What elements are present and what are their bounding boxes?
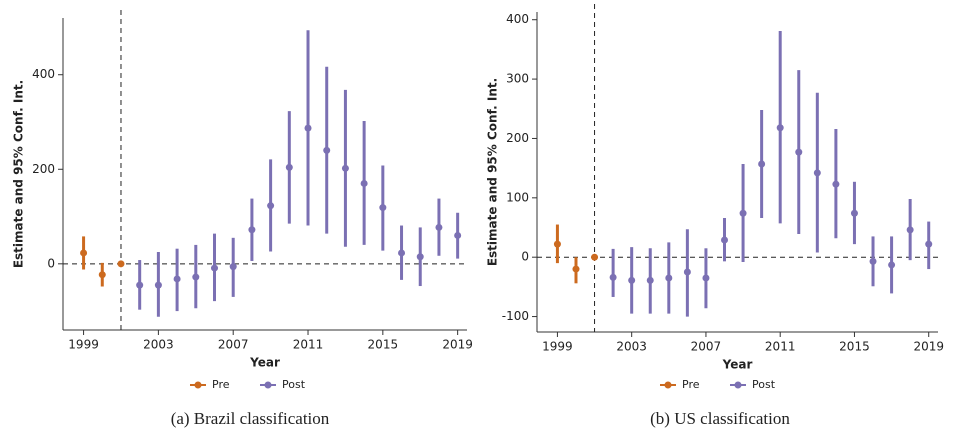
x-tick-label: 1999 — [542, 340, 573, 354]
caption: (b) US classification — [650, 409, 790, 428]
y-tick-label: 0 — [47, 256, 55, 270]
point — [341, 164, 349, 172]
point — [304, 124, 312, 132]
x-axis-label: Year — [249, 356, 280, 370]
point — [360, 179, 368, 187]
point — [758, 160, 766, 168]
y-tick-label: -100 — [502, 309, 529, 323]
y-axis-label: Estimate and 95% Conf. Int. — [486, 78, 500, 266]
y-tick-label: 200 — [506, 131, 529, 145]
point — [248, 226, 256, 234]
y-tick-label: 300 — [506, 72, 529, 86]
point — [398, 249, 406, 257]
point — [117, 260, 125, 268]
point — [795, 148, 803, 156]
x-tick-label: 2003 — [143, 338, 174, 352]
point — [323, 146, 331, 154]
point — [813, 169, 821, 177]
point — [906, 226, 914, 234]
point — [154, 281, 162, 289]
point — [721, 236, 729, 244]
y-tick-label: 400 — [506, 12, 529, 26]
legend-swatch — [194, 381, 202, 389]
point — [173, 275, 181, 283]
y-tick-label: 400 — [32, 67, 55, 81]
x-axis-label: Year — [722, 358, 753, 372]
point — [80, 249, 88, 257]
point — [832, 180, 840, 188]
y-axis-label: Estimate and 95% Conf. Int. — [12, 80, 26, 268]
point — [925, 240, 933, 248]
y-tick-label: 200 — [32, 162, 55, 176]
x-tick-label: 2003 — [616, 340, 647, 354]
legend-label: Pre — [212, 378, 230, 391]
point — [211, 264, 218, 272]
point — [646, 276, 654, 284]
point — [229, 263, 237, 271]
x-tick-label: 2019 — [913, 340, 944, 354]
point — [454, 231, 462, 239]
x-tick-label: 2015 — [368, 338, 399, 352]
point — [435, 223, 443, 231]
point — [869, 257, 877, 265]
y-tick-label: 0 — [521, 250, 529, 264]
legend-swatch — [264, 381, 272, 389]
legend-swatch — [664, 381, 672, 389]
point — [850, 209, 858, 217]
legend-label: Post — [282, 378, 306, 391]
legend-swatch — [734, 381, 742, 389]
x-tick-label: 2007 — [691, 340, 722, 354]
point — [379, 204, 387, 212]
caption: (a) Brazil classification — [171, 409, 330, 428]
y-tick-label: 100 — [506, 190, 529, 204]
point — [665, 274, 673, 282]
point — [702, 274, 710, 282]
x-tick-label: 2011 — [293, 338, 324, 352]
point — [98, 271, 106, 279]
x-tick-label: 2015 — [839, 340, 870, 354]
point — [776, 124, 784, 132]
point — [609, 273, 617, 281]
x-tick-label: 2011 — [765, 340, 796, 354]
legend-label: Post — [752, 378, 776, 391]
x-tick-label: 2007 — [218, 338, 249, 352]
legend-label: Pre — [682, 378, 700, 391]
point — [591, 253, 599, 261]
point — [416, 253, 424, 261]
point — [628, 276, 636, 284]
point — [572, 265, 580, 273]
point — [683, 268, 691, 276]
point — [192, 273, 200, 281]
point — [136, 281, 144, 289]
point — [553, 240, 561, 248]
x-tick-label: 2019 — [442, 338, 473, 352]
point — [739, 209, 747, 217]
point — [285, 163, 293, 171]
x-tick-label: 1999 — [68, 338, 99, 352]
point — [267, 202, 275, 210]
point — [888, 261, 896, 269]
